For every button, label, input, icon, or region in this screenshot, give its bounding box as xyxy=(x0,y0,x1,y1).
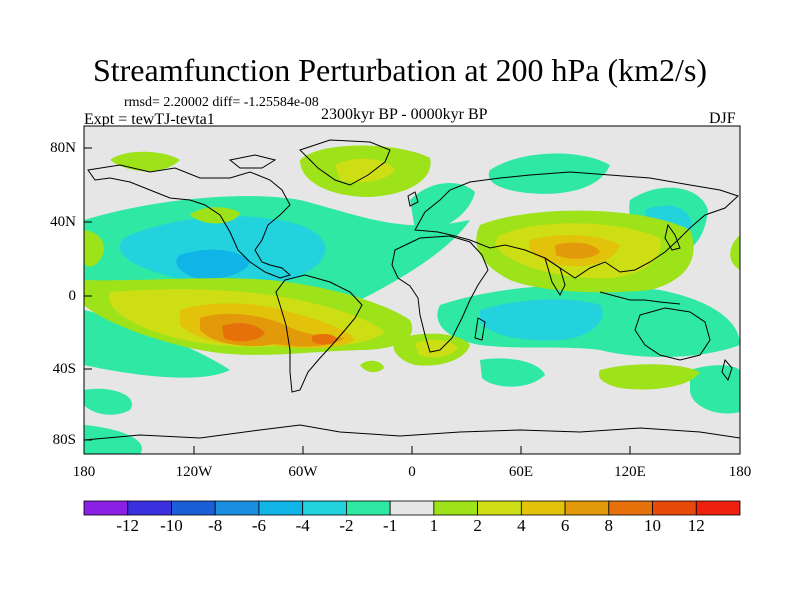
pos-field-greenland-core xyxy=(335,158,395,183)
colorbar-box-11 xyxy=(564,500,610,516)
outline-greenland xyxy=(299,139,391,186)
outline-japan xyxy=(664,223,681,251)
season-label: DJF xyxy=(709,110,736,127)
colorbar-label: -8 xyxy=(208,516,223,535)
continent-outlines xyxy=(84,139,740,441)
outline-new-zealand xyxy=(721,358,733,382)
colorbar-box-13 xyxy=(652,500,697,516)
colorbar-label: 8 xyxy=(604,516,614,535)
lon-ticks xyxy=(193,446,631,454)
neg-field-pacific-inner xyxy=(176,249,250,280)
lat-ticks xyxy=(84,147,92,441)
colorbar-box-1 xyxy=(127,500,172,516)
neg-field-antarctic xyxy=(84,425,142,454)
outline-india xyxy=(544,256,566,297)
outline-british-isles xyxy=(407,191,419,207)
colorbar-label: 12 xyxy=(687,516,705,535)
pos-field-asia-max xyxy=(555,242,600,259)
pos-field-south-pacific-small xyxy=(360,360,384,373)
colorbar-box-8 xyxy=(433,500,479,516)
pos-field-south-america-max xyxy=(222,323,265,342)
colorbar-label: 2 xyxy=(473,516,482,535)
pos-field-south-indian xyxy=(598,364,700,390)
colorbar-box-9 xyxy=(477,500,522,516)
colorbar-box-6 xyxy=(345,500,391,516)
colorbar-box-4 xyxy=(258,500,304,516)
colorbar-label: -4 xyxy=(295,516,310,535)
colorbar-box-3 xyxy=(214,500,260,516)
map-title: Streamfunction Perturbation at 200 hPa (… xyxy=(92,52,708,88)
neg-field-south-pacific-b xyxy=(84,388,132,415)
lon-label-180w: 180 xyxy=(72,464,96,480)
neg-field-southern-indian xyxy=(480,358,545,387)
neg-field-indian-core xyxy=(480,299,603,341)
colorbar-label: 6 xyxy=(560,516,570,535)
pos-field-east-pacific xyxy=(84,230,105,267)
negative-anomaly-fields xyxy=(84,153,740,454)
outline-madagascar xyxy=(474,317,486,341)
colorbar-label: 10 xyxy=(644,516,662,535)
colorbar-box-7 xyxy=(389,500,435,516)
neg-field-south-east-pacific xyxy=(690,365,740,414)
lat-label-40n: 40N xyxy=(50,214,76,230)
pos-field-north-pacific xyxy=(190,207,240,224)
outline-south-america xyxy=(275,274,363,393)
lat-label-80n: 80N xyxy=(50,140,76,156)
lon-label-0: 0 xyxy=(408,464,416,480)
colorbar-label: -1 xyxy=(383,516,398,535)
outline-indonesia xyxy=(599,291,681,305)
colorbar-box-2 xyxy=(171,500,216,516)
lon-label-60e: 60E xyxy=(508,464,534,480)
lon-label-120w: 120W xyxy=(175,464,213,480)
experiment-label: Expt = tewTJ-tevta1 xyxy=(84,111,215,128)
lat-label-0: 0 xyxy=(68,288,77,304)
colorbar-box-10 xyxy=(520,500,566,516)
pos-field-west-pacific xyxy=(730,235,740,270)
outline-antarctica xyxy=(84,424,740,441)
lon-label-120e: 120E xyxy=(614,464,646,480)
outline-eurasia xyxy=(414,171,739,279)
colorbar-label: -2 xyxy=(339,516,354,535)
lat-label-80s: 80S xyxy=(52,432,76,448)
map-plot-area xyxy=(84,126,740,454)
colorbar-box-0 xyxy=(83,500,129,516)
colorbar-box-14 xyxy=(695,500,741,516)
positive-anomaly-fields xyxy=(84,145,740,390)
outline-arctic-islands xyxy=(228,154,277,169)
outline-australia xyxy=(634,307,711,361)
colorbar-label: -12 xyxy=(116,516,140,535)
period-label: 2300kyr BP - 0000kyr BP xyxy=(321,106,488,123)
lon-label-60w: 60W xyxy=(288,464,318,480)
colorbar-label: 1 xyxy=(429,516,439,535)
outline-africa xyxy=(391,235,489,353)
outline-north-america xyxy=(87,164,292,279)
colorbar-label: -6 xyxy=(251,516,266,535)
neg-field-south-pacific xyxy=(84,310,230,378)
neg-field-north-atlantic xyxy=(410,182,475,231)
lon-label-180e: 180 xyxy=(728,464,752,480)
colorbar xyxy=(83,500,741,516)
colorbar-box-5 xyxy=(302,500,347,516)
colorbar-label: -10 xyxy=(160,516,183,535)
pos-field-south-africa-core xyxy=(415,339,458,358)
colorbar-label: 4 xyxy=(517,516,526,535)
colorbar-box-12 xyxy=(608,500,653,516)
lat-label-40s: 40S xyxy=(52,361,76,377)
stats-line: rmsd= 2.20002 diff= -1.25584e-08 xyxy=(124,95,319,110)
pos-field-south-atlantic-max xyxy=(312,333,338,345)
